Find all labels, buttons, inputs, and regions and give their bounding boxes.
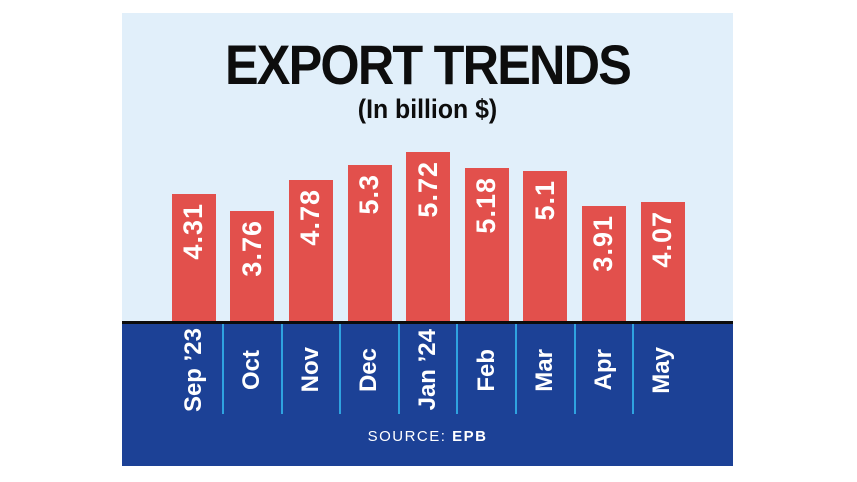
x-axis-label-cell: Mar: [516, 324, 575, 416]
bar: 5.1: [523, 170, 568, 324]
bar-value-label: 5.72: [412, 161, 443, 218]
bar: 4.31: [171, 194, 216, 324]
x-axis-line: [122, 321, 733, 324]
source-value: EPB: [452, 428, 488, 445]
x-axis-label-cell: Sep ’23: [164, 324, 223, 416]
bar-value-label: 3.91: [588, 215, 619, 272]
x-axis-label: May: [648, 346, 676, 394]
x-axis-label: Oct: [238, 349, 266, 390]
x-axis-label-cell: Oct: [223, 324, 282, 416]
bar: 3.76: [230, 210, 275, 324]
separator-line: [222, 324, 224, 414]
x-axis-label: Nov: [296, 347, 324, 393]
chart-panel: EXPORT TRENDS (In billion $) 4.31 3.76 4.7…: [122, 13, 733, 324]
bar-value-label: 4.07: [647, 210, 677, 268]
x-axis-label-cell: Apr: [575, 324, 634, 416]
source-label: SOURCE:: [367, 428, 453, 445]
x-axis-label-cell: Jan ’24: [399, 324, 458, 416]
separator-line: [456, 324, 459, 414]
bar: 5.72: [406, 152, 451, 324]
x-axis-label: Feb: [472, 348, 500, 392]
x-axis-label-cell: Nov: [282, 324, 341, 416]
x-axis-label: Mar: [531, 348, 559, 392]
source-row: SOURCE: EPB: [122, 428, 733, 445]
bars-container: 4.31 3.76 4.78 5.3 5.72 5.18 5.1 3.91 4.07: [122, 13, 733, 324]
x-axis-band: Sep ’23 Oct Nov Dec Jan ’24 Feb Mar Apr May SOUR…: [122, 324, 733, 466]
separator-line: [339, 324, 342, 414]
separator-line: [280, 324, 283, 414]
x-axis-label-cell: May: [633, 324, 692, 416]
bar-value-label: 4.78: [295, 189, 326, 246]
bar-value-label: 5.18: [471, 177, 502, 234]
x-axis-label: Dec: [355, 347, 383, 393]
x-axis-label: Sep ’23: [179, 327, 207, 413]
x-axis-label: Apr: [589, 349, 617, 391]
bar-value-label: 4.31: [178, 203, 209, 260]
bar: 5.3: [347, 164, 392, 324]
x-axis-label-cell: Feb: [457, 324, 516, 416]
bar-value-label: 5.1: [529, 179, 560, 221]
x-axis-label-cell: Dec: [340, 324, 399, 416]
bar: 4.07: [640, 201, 685, 324]
bar-value-label: 3.76: [236, 219, 267, 277]
bar: 4.78: [288, 180, 333, 324]
separator-line: [573, 324, 576, 414]
x-axis-label: Jan ’24: [414, 329, 442, 411]
chart-title: EXPORT TRENDS: [224, 33, 632, 96]
separator-line: [632, 324, 635, 414]
bar: 3.91: [581, 206, 626, 324]
separator-line: [397, 324, 400, 414]
chart-subtitle: (In billion $): [357, 94, 498, 124]
separator-line: [515, 324, 517, 414]
bar: 5.18: [464, 168, 509, 324]
bar-value-label: 5.3: [354, 173, 384, 215]
